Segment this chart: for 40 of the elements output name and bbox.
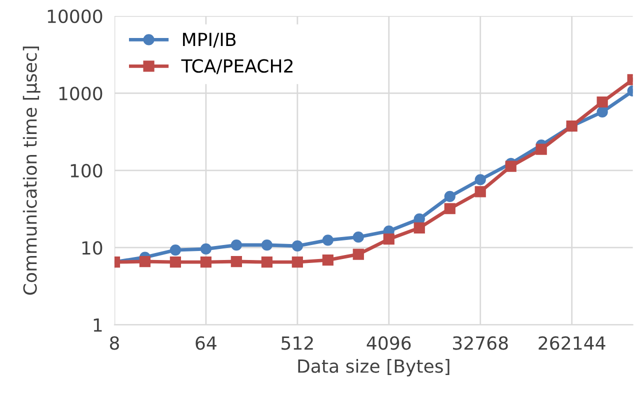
- y-tick-label: 10000: [48, 10, 102, 24]
- point: [596, 106, 608, 118]
- point: [170, 244, 182, 256]
- y-tick-label: 10: [82, 241, 102, 255]
- point: [200, 243, 212, 255]
- x-tick-label: 64: [196, 336, 216, 350]
- point: [261, 239, 272, 251]
- point: [536, 144, 547, 155]
- point: [383, 234, 394, 245]
- point: [261, 256, 272, 268]
- point: [474, 186, 486, 198]
- point: [352, 248, 364, 260]
- x-tick-label: 512: [282, 336, 313, 350]
- y-tick-label: 1000: [59, 86, 102, 100]
- point: [292, 256, 303, 268]
- legend-label: TCA/PEACH2: [181, 59, 292, 74]
- point: [230, 256, 242, 268]
- point: [292, 240, 303, 252]
- point: [322, 234, 334, 246]
- x-tick-label: 4096: [366, 336, 411, 350]
- point: [444, 190, 456, 202]
- point: [474, 174, 486, 186]
- point: [170, 256, 182, 268]
- y-tick-label: 1: [94, 318, 102, 332]
- x-axis-title: Data size [Bytes]: [298, 358, 450, 376]
- y-axis-title: Communication time [μsec]: [22, 46, 40, 295]
- point: [200, 256, 212, 268]
- point: [444, 203, 456, 214]
- legend-label: MPI/IB: [183, 32, 236, 48]
- point: [139, 256, 151, 268]
- point: [414, 222, 425, 234]
- point: [596, 96, 608, 108]
- x-tick-label: 262144: [538, 336, 606, 350]
- point: [505, 160, 516, 172]
- point: [352, 232, 364, 243]
- point: [230, 239, 242, 251]
- point: [322, 254, 334, 266]
- y-tick-label: 100: [70, 164, 102, 178]
- x-tick-label: 8: [110, 336, 119, 350]
- x-tick-label: 32768: [453, 336, 508, 350]
